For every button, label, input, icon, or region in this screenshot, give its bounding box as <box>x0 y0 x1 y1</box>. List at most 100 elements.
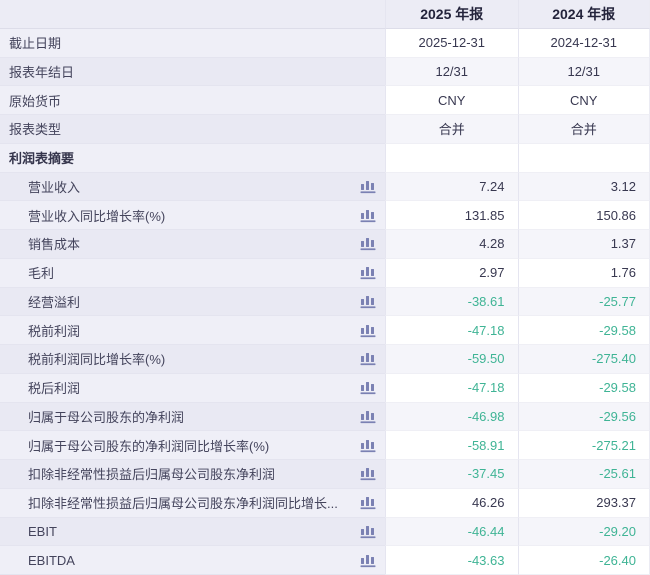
row-label-cell: 报表年结日 <box>0 57 385 87</box>
row-label: 扣除非经常性损益后归属母公司股东净利润同比增长... <box>28 496 338 512</box>
value-cell-2024: -25.61 <box>517 460 650 489</box>
table-row: 归属于母公司股东的净利润同比增长率(%) -58.91 -275.21 <box>0 431 650 460</box>
value-cell-2024: -275.40 <box>517 345 650 374</box>
table-header-row: 2025 年报 2024 年报 <box>0 0 650 29</box>
bar-chart-icon[interactable] <box>360 553 376 568</box>
table-row: 毛利 2.97 1.76 <box>0 258 650 288</box>
column-header-2024: 2024 年报 <box>517 0 650 29</box>
bar-chart-icon[interactable] <box>360 351 376 366</box>
row-label-cell: 原始货币 <box>0 86 385 115</box>
row-label: 利润表摘要 <box>9 151 75 167</box>
row-label-cell: 归属于母公司股东的净利润同比增长率(%) <box>0 431 385 460</box>
value-cell-2025: -46.44 <box>385 517 518 547</box>
row-label: EBITDA <box>28 552 75 568</box>
bar-chart-icon[interactable] <box>360 323 376 338</box>
row-label-cell: 经营溢利 <box>0 287 385 317</box>
row-label: 毛利 <box>28 266 55 282</box>
table-row: 税前利润 -47.18 -29.58 <box>0 316 650 345</box>
value-cell-2024: -26.40 <box>517 546 650 575</box>
value-cell-2025: 7.24 <box>385 172 518 202</box>
row-label-cell: 毛利 <box>0 258 385 288</box>
bar-chart-icon[interactable] <box>360 438 376 453</box>
bar-chart-icon[interactable] <box>360 294 376 309</box>
table-row: 营业收入 7.24 3.12 <box>0 172 650 202</box>
value-cell-2024: 12/31 <box>517 57 650 87</box>
value-cell-2024: CNY <box>517 86 650 115</box>
table-row: 扣除非经常性损益后归属母公司股东净利润同比增长... 46.26 293.37 <box>0 488 650 518</box>
row-label-cell: 扣除非经常性损益后归属母公司股东净利润同比增长... <box>0 488 385 518</box>
bar-chart-icon[interactable] <box>360 179 376 194</box>
row-label: 经营溢利 <box>28 294 81 310</box>
table-row: EBITDA -43.63 -26.40 <box>0 546 650 575</box>
bar-chart-icon[interactable] <box>360 265 376 280</box>
table-row: EBIT -46.44 -29.20 <box>0 517 650 547</box>
value-cell-2024: 293.37 <box>517 488 650 518</box>
value-cell-2025: -47.18 <box>385 373 518 403</box>
value-cell-2024: 合并 <box>517 115 650 144</box>
row-label: 截止日期 <box>9 36 62 52</box>
value-cell-2025: 2.97 <box>385 258 518 288</box>
value-cell-2024: -25.77 <box>517 287 650 317</box>
bar-chart-icon[interactable] <box>360 466 376 481</box>
value-cell-2024: 2024-12-31 <box>517 28 650 58</box>
table-row: 税前利润同比增长率(%) -59.50 -275.40 <box>0 345 650 374</box>
value-cell-2025 <box>385 143 518 173</box>
table-row: 经营溢利 -38.61 -25.77 <box>0 287 650 317</box>
value-cell-2024: 1.76 <box>517 258 650 288</box>
table-row: 归属于母公司股东的净利润 -46.98 -29.56 <box>0 402 650 432</box>
value-cell-2024: -29.56 <box>517 402 650 432</box>
value-cell-2024: -275.21 <box>517 431 650 460</box>
value-cell-2025: -38.61 <box>385 287 518 317</box>
value-cell-2025: -46.98 <box>385 402 518 432</box>
value-cell-2024: 3.12 <box>517 172 650 202</box>
row-label: 原始货币 <box>9 93 62 109</box>
row-label-cell: 税前利润同比增长率(%) <box>0 345 385 374</box>
column-header-2025: 2025 年报 <box>385 0 518 29</box>
value-cell-2025: 12/31 <box>385 57 518 87</box>
row-label: EBIT <box>28 523 57 539</box>
bar-chart-icon[interactable] <box>360 495 376 510</box>
row-label-cell: 扣除非经常性损益后归属母公司股东净利润 <box>0 460 385 489</box>
value-cell-2025: -43.63 <box>385 546 518 575</box>
bar-chart-icon[interactable] <box>360 208 376 223</box>
bar-chart-icon[interactable] <box>360 524 376 539</box>
table-row: 销售成本 4.28 1.37 <box>0 230 650 259</box>
value-cell-2025: 4.28 <box>385 230 518 259</box>
row-label: 营业收入 <box>28 179 81 195</box>
row-label-cell: EBIT <box>0 517 385 547</box>
value-cell-2025: -59.50 <box>385 345 518 374</box>
row-label: 税前利润同比增长率(%) <box>28 352 166 368</box>
value-cell-2024: -29.20 <box>517 517 650 547</box>
row-label-cell: 销售成本 <box>0 230 385 259</box>
value-cell-2024 <box>517 143 650 173</box>
value-cell-2025: 46.26 <box>385 488 518 518</box>
value-cell-2025: 131.85 <box>385 201 518 230</box>
bar-chart-icon[interactable] <box>360 409 376 424</box>
value-cell-2025: 合并 <box>385 115 518 144</box>
bar-chart-icon[interactable] <box>360 236 376 251</box>
header-label-spacer <box>0 0 385 29</box>
row-label: 销售成本 <box>28 237 81 253</box>
value-cell-2025: CNY <box>385 86 518 115</box>
row-label-cell: 税后利润 <box>0 373 385 403</box>
row-label-cell: 报表类型 <box>0 115 385 144</box>
bar-chart-icon[interactable] <box>360 380 376 395</box>
row-label-cell: 归属于母公司股东的净利润 <box>0 402 385 432</box>
row-label: 报表年结日 <box>9 64 75 80</box>
value-cell-2025: -37.45 <box>385 460 518 489</box>
row-label: 扣除非经常性损益后归属母公司股东净利润 <box>28 467 276 483</box>
row-label-cell: 营业收入同比增长率(%) <box>0 201 385 230</box>
table-row: 报表类型 合并 合并 <box>0 115 650 144</box>
value-cell-2024: 1.37 <box>517 230 650 259</box>
value-cell-2024: 150.86 <box>517 201 650 230</box>
table-row: 原始货币 CNY CNY <box>0 86 650 115</box>
row-label-cell: 营业收入 <box>0 172 385 202</box>
row-label-cell: 截止日期 <box>0 28 385 58</box>
row-label-cell: EBITDA <box>0 546 385 575</box>
row-label: 税后利润 <box>28 381 81 397</box>
value-cell-2025: 2025-12-31 <box>385 28 518 58</box>
table-row: 利润表摘要 <box>0 143 650 173</box>
row-label: 归属于母公司股东的净利润同比增长率(%) <box>28 438 270 454</box>
row-label-cell: 税前利润 <box>0 316 385 345</box>
